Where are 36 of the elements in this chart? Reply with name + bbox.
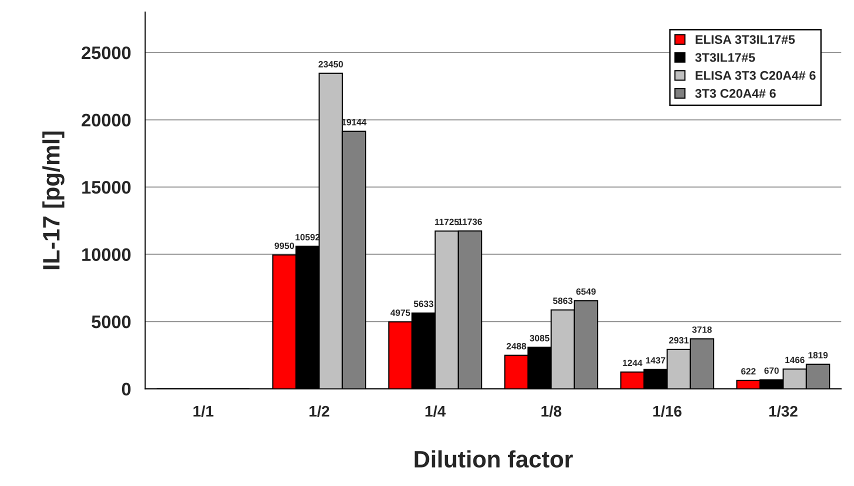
data-label: 1437 xyxy=(646,357,666,364)
x-axis-title: Dilution factor xyxy=(414,450,573,468)
x-tick-label: 1/1 xyxy=(194,405,214,417)
data-label: 23450 xyxy=(318,61,343,68)
y-tick-label: 5000 xyxy=(92,315,131,328)
y-tick-label: 10000 xyxy=(82,248,131,261)
legend-label: 3T3IL17#5 xyxy=(695,53,756,62)
data-label: 5633 xyxy=(414,300,434,308)
y-tick-label: 20000 xyxy=(82,114,131,126)
x-tick-label: 1/32 xyxy=(769,405,798,417)
legend-label: ELISA 3T3IL17#5 xyxy=(696,35,795,44)
x-tick-label: 1/4 xyxy=(426,405,446,417)
data-label: 4975 xyxy=(390,310,410,316)
x-tick-label: 1/16 xyxy=(653,405,682,417)
data-label: 1244 xyxy=(622,360,642,366)
data-label: 670 xyxy=(764,367,779,374)
y-axis-title: IL-17 [pg/ml] xyxy=(42,132,64,270)
data-label: 3718 xyxy=(692,326,712,333)
data-label: 3085 xyxy=(530,334,550,342)
data-label: 2931 xyxy=(669,337,689,344)
y-tick-label: 15000 xyxy=(82,180,131,194)
data-label: 11736 xyxy=(458,218,482,225)
data-label: 2488 xyxy=(506,342,526,350)
x-tick-label: 1/2 xyxy=(310,405,330,417)
data-label: 1466 xyxy=(785,356,805,364)
y-tick-label: 0 xyxy=(122,382,131,396)
data-label: 11725 xyxy=(435,218,459,226)
legend-label: 3T3 C20A4# 6 xyxy=(695,89,776,98)
data-label: 9950 xyxy=(274,242,294,250)
legend-label: ELISA 3T3 C20A4# 6 xyxy=(696,71,816,80)
y-tick-label: 25000 xyxy=(82,46,131,60)
data-label: 1819 xyxy=(808,352,828,358)
data-label: 6549 xyxy=(576,288,596,295)
data-label: 5863 xyxy=(553,298,572,304)
data-label: 622 xyxy=(741,368,756,374)
x-tick-label: 1/8 xyxy=(542,405,562,417)
